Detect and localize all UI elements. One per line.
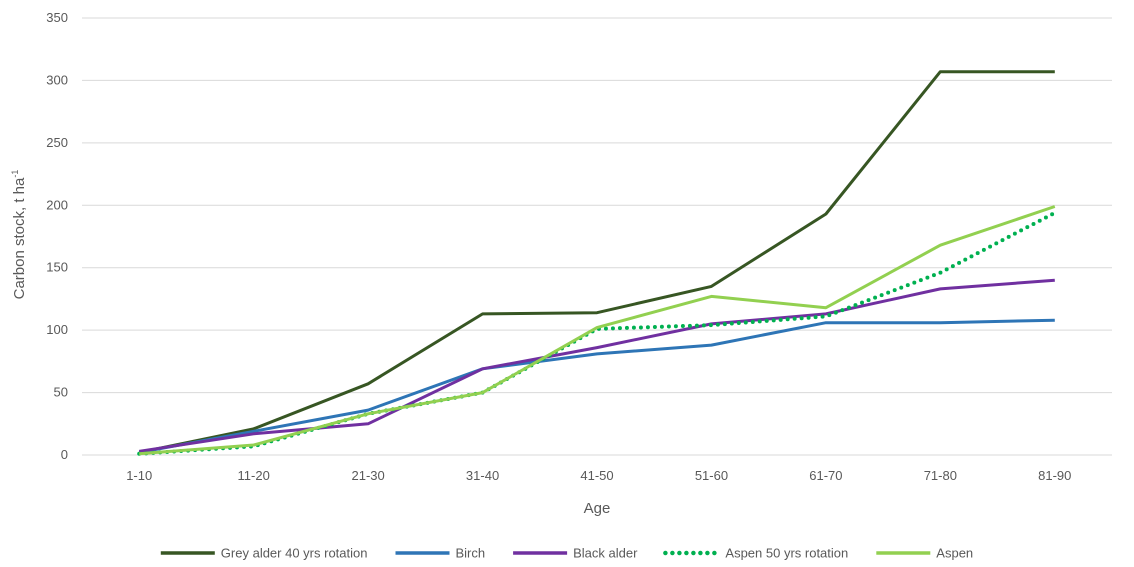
y-axis-title-main: Carbon stock, t ha <box>11 177 28 299</box>
series-line <box>138 278 1055 453</box>
y-axis-title: Carbon stock, t ha-1 <box>10 170 28 300</box>
x-tick-label: 51-60 <box>695 468 728 483</box>
series-lines <box>137 70 1057 456</box>
series-line <box>138 318 1055 454</box>
x-tick-label: 71-80 <box>924 468 957 483</box>
legend-item: Grey alder 40 yrs rotation <box>160 546 368 561</box>
y-tick-label: 250 <box>46 135 68 150</box>
legend-item: Birch <box>395 546 486 561</box>
y-tick-label: 50 <box>54 385 68 400</box>
legend-item: Black alder <box>513 546 638 561</box>
legend-label: Birch <box>456 546 486 561</box>
x-tick-label: 61-70 <box>809 468 842 483</box>
x-tick-label: 41-50 <box>580 468 613 483</box>
x-tick-label: 31-40 <box>466 468 499 483</box>
legend-label: Grey alder 40 yrs rotation <box>221 546 368 561</box>
y-tick-label: 150 <box>46 260 68 275</box>
y-tick-label: 350 <box>46 10 68 25</box>
legend: Grey alder 40 yrs rotation Birch Black ald… <box>160 546 973 561</box>
series-line <box>138 70 1055 454</box>
y-tick-label: 300 <box>46 72 68 87</box>
x-axis-ticks: 1-10 11-20 21-30 31-40 41-50 51-60 61-70 71-80 8… <box>126 468 1071 483</box>
legend-label: Aspen <box>936 546 973 561</box>
y-tick-label: 0 <box>61 447 68 462</box>
series-line <box>139 205 1056 456</box>
legend-label: Black alder <box>573 546 638 561</box>
grid-lines <box>82 17 1112 456</box>
x-axis-title: Age <box>584 500 611 517</box>
y-tick-label: 100 <box>46 322 68 337</box>
series-line <box>137 210 1057 456</box>
legend-label: Aspen 50 yrs rotation <box>725 546 848 561</box>
x-tick-label: 11-20 <box>238 468 270 483</box>
y-axis-ticks: 0 50 100 150 200 250 300 350 <box>46 10 68 462</box>
x-tick-label: 1-10 <box>126 468 152 483</box>
x-tick-label: 81-90 <box>1038 468 1071 483</box>
y-axis-title-superscript: -1 <box>10 170 20 178</box>
x-tick-label: 21-30 <box>351 468 384 483</box>
y-tick-label: 200 <box>46 197 68 212</box>
legend-item: Aspen 50 yrs rotation <box>663 546 848 561</box>
legend-item: Aspen <box>876 546 973 561</box>
